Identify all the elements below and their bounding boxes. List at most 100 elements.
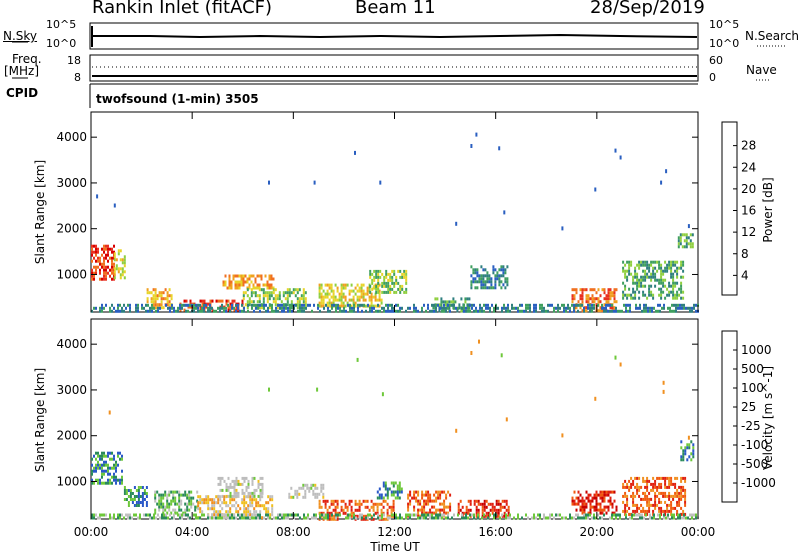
data-cell [375, 287, 378, 291]
data-cell [591, 288, 594, 292]
data-cell [415, 306, 417, 310]
data-cell [381, 272, 384, 276]
data-cell [376, 508, 379, 512]
data-cell [677, 242, 680, 246]
data-cell [690, 440, 693, 444]
data-cell [393, 284, 396, 288]
data-cell [207, 498, 210, 502]
data-cell [388, 505, 391, 509]
data-cell [158, 496, 161, 500]
data-cell [389, 303, 391, 307]
data-cell [498, 283, 501, 287]
data-cell [366, 289, 369, 293]
data-cell [99, 516, 101, 520]
data-cell [499, 508, 502, 512]
data-cell [630, 494, 633, 498]
data-cell [415, 499, 418, 503]
data-cell [188, 493, 191, 497]
data-cell [287, 516, 289, 520]
data-cell [622, 296, 625, 300]
data-cell [147, 513, 149, 517]
data-cell [613, 306, 616, 310]
y-tick-label: 2000 [56, 222, 87, 236]
data-cell [335, 309, 337, 313]
data-cell [101, 265, 103, 269]
data-cell [247, 507, 250, 511]
data-cell [158, 505, 161, 509]
data-cell [377, 281, 380, 285]
data-cell [326, 508, 329, 512]
data-cell [240, 274, 243, 278]
data-cell [164, 297, 167, 301]
data-cell [397, 281, 400, 285]
data-cell [639, 303, 641, 307]
data-cell [173, 306, 175, 310]
data-cell [328, 511, 331, 515]
data-cell [154, 493, 157, 497]
data-cell [650, 482, 653, 486]
data-cell [370, 505, 373, 509]
data-cell [654, 272, 657, 276]
data-cell [232, 277, 235, 281]
data-cell [276, 294, 279, 298]
data-cell [205, 495, 208, 499]
data-cell [181, 303, 183, 307]
data-cell [480, 280, 483, 284]
data-cell [253, 491, 256, 495]
data-cell [441, 306, 443, 310]
colorbar-tick-label: 500 [741, 362, 764, 376]
data-cell [296, 492, 299, 496]
data-cell [640, 497, 643, 501]
data-cell [559, 513, 561, 517]
data-cell [619, 513, 621, 517]
data-cell [244, 303, 247, 307]
data-cell [609, 303, 611, 307]
data-cell [488, 280, 491, 284]
data-cell [667, 516, 669, 520]
data-cell [638, 296, 641, 300]
data-cell [318, 499, 321, 503]
data-cell [409, 502, 412, 506]
data-cell [271, 507, 274, 511]
nsky-tick-top: 10^5 [46, 18, 77, 31]
data-cell [679, 513, 681, 517]
data-cell [417, 508, 420, 512]
data-cell [634, 269, 637, 273]
data-cell [123, 264, 126, 268]
data-cell [294, 492, 297, 496]
data-cell [103, 451, 105, 455]
data-cell [638, 260, 641, 264]
data-cell [421, 496, 424, 500]
data-cell [322, 295, 325, 299]
data-cell [646, 260, 649, 264]
data-cell [257, 516, 259, 520]
data-cell [664, 296, 667, 300]
data-cell [383, 290, 386, 294]
data-cell [463, 309, 465, 313]
data-cell [383, 513, 385, 517]
data-cell [182, 511, 185, 515]
nsky-frame [89, 22, 699, 50]
data-cell [636, 278, 639, 282]
data-cell [354, 514, 357, 518]
data-cell [290, 291, 293, 295]
data-cell [339, 513, 341, 517]
data-cell [327, 306, 329, 310]
data-cell [189, 305, 192, 309]
data-cell [235, 309, 237, 313]
data-cell [421, 490, 424, 494]
data-cell [356, 298, 359, 302]
data-cell [97, 256, 99, 260]
scatter-point [503, 210, 506, 215]
data-cell [470, 274, 473, 278]
data-cell [286, 288, 289, 292]
data-cell [674, 476, 677, 480]
data-cell [449, 502, 452, 506]
data-cell [340, 508, 343, 512]
data-cell [178, 496, 181, 500]
data-cell [330, 295, 333, 299]
data-cell [504, 280, 507, 284]
data-cell [330, 283, 333, 287]
nsearch-tick-top: 10^5 [709, 18, 740, 31]
data-cell [388, 514, 391, 518]
